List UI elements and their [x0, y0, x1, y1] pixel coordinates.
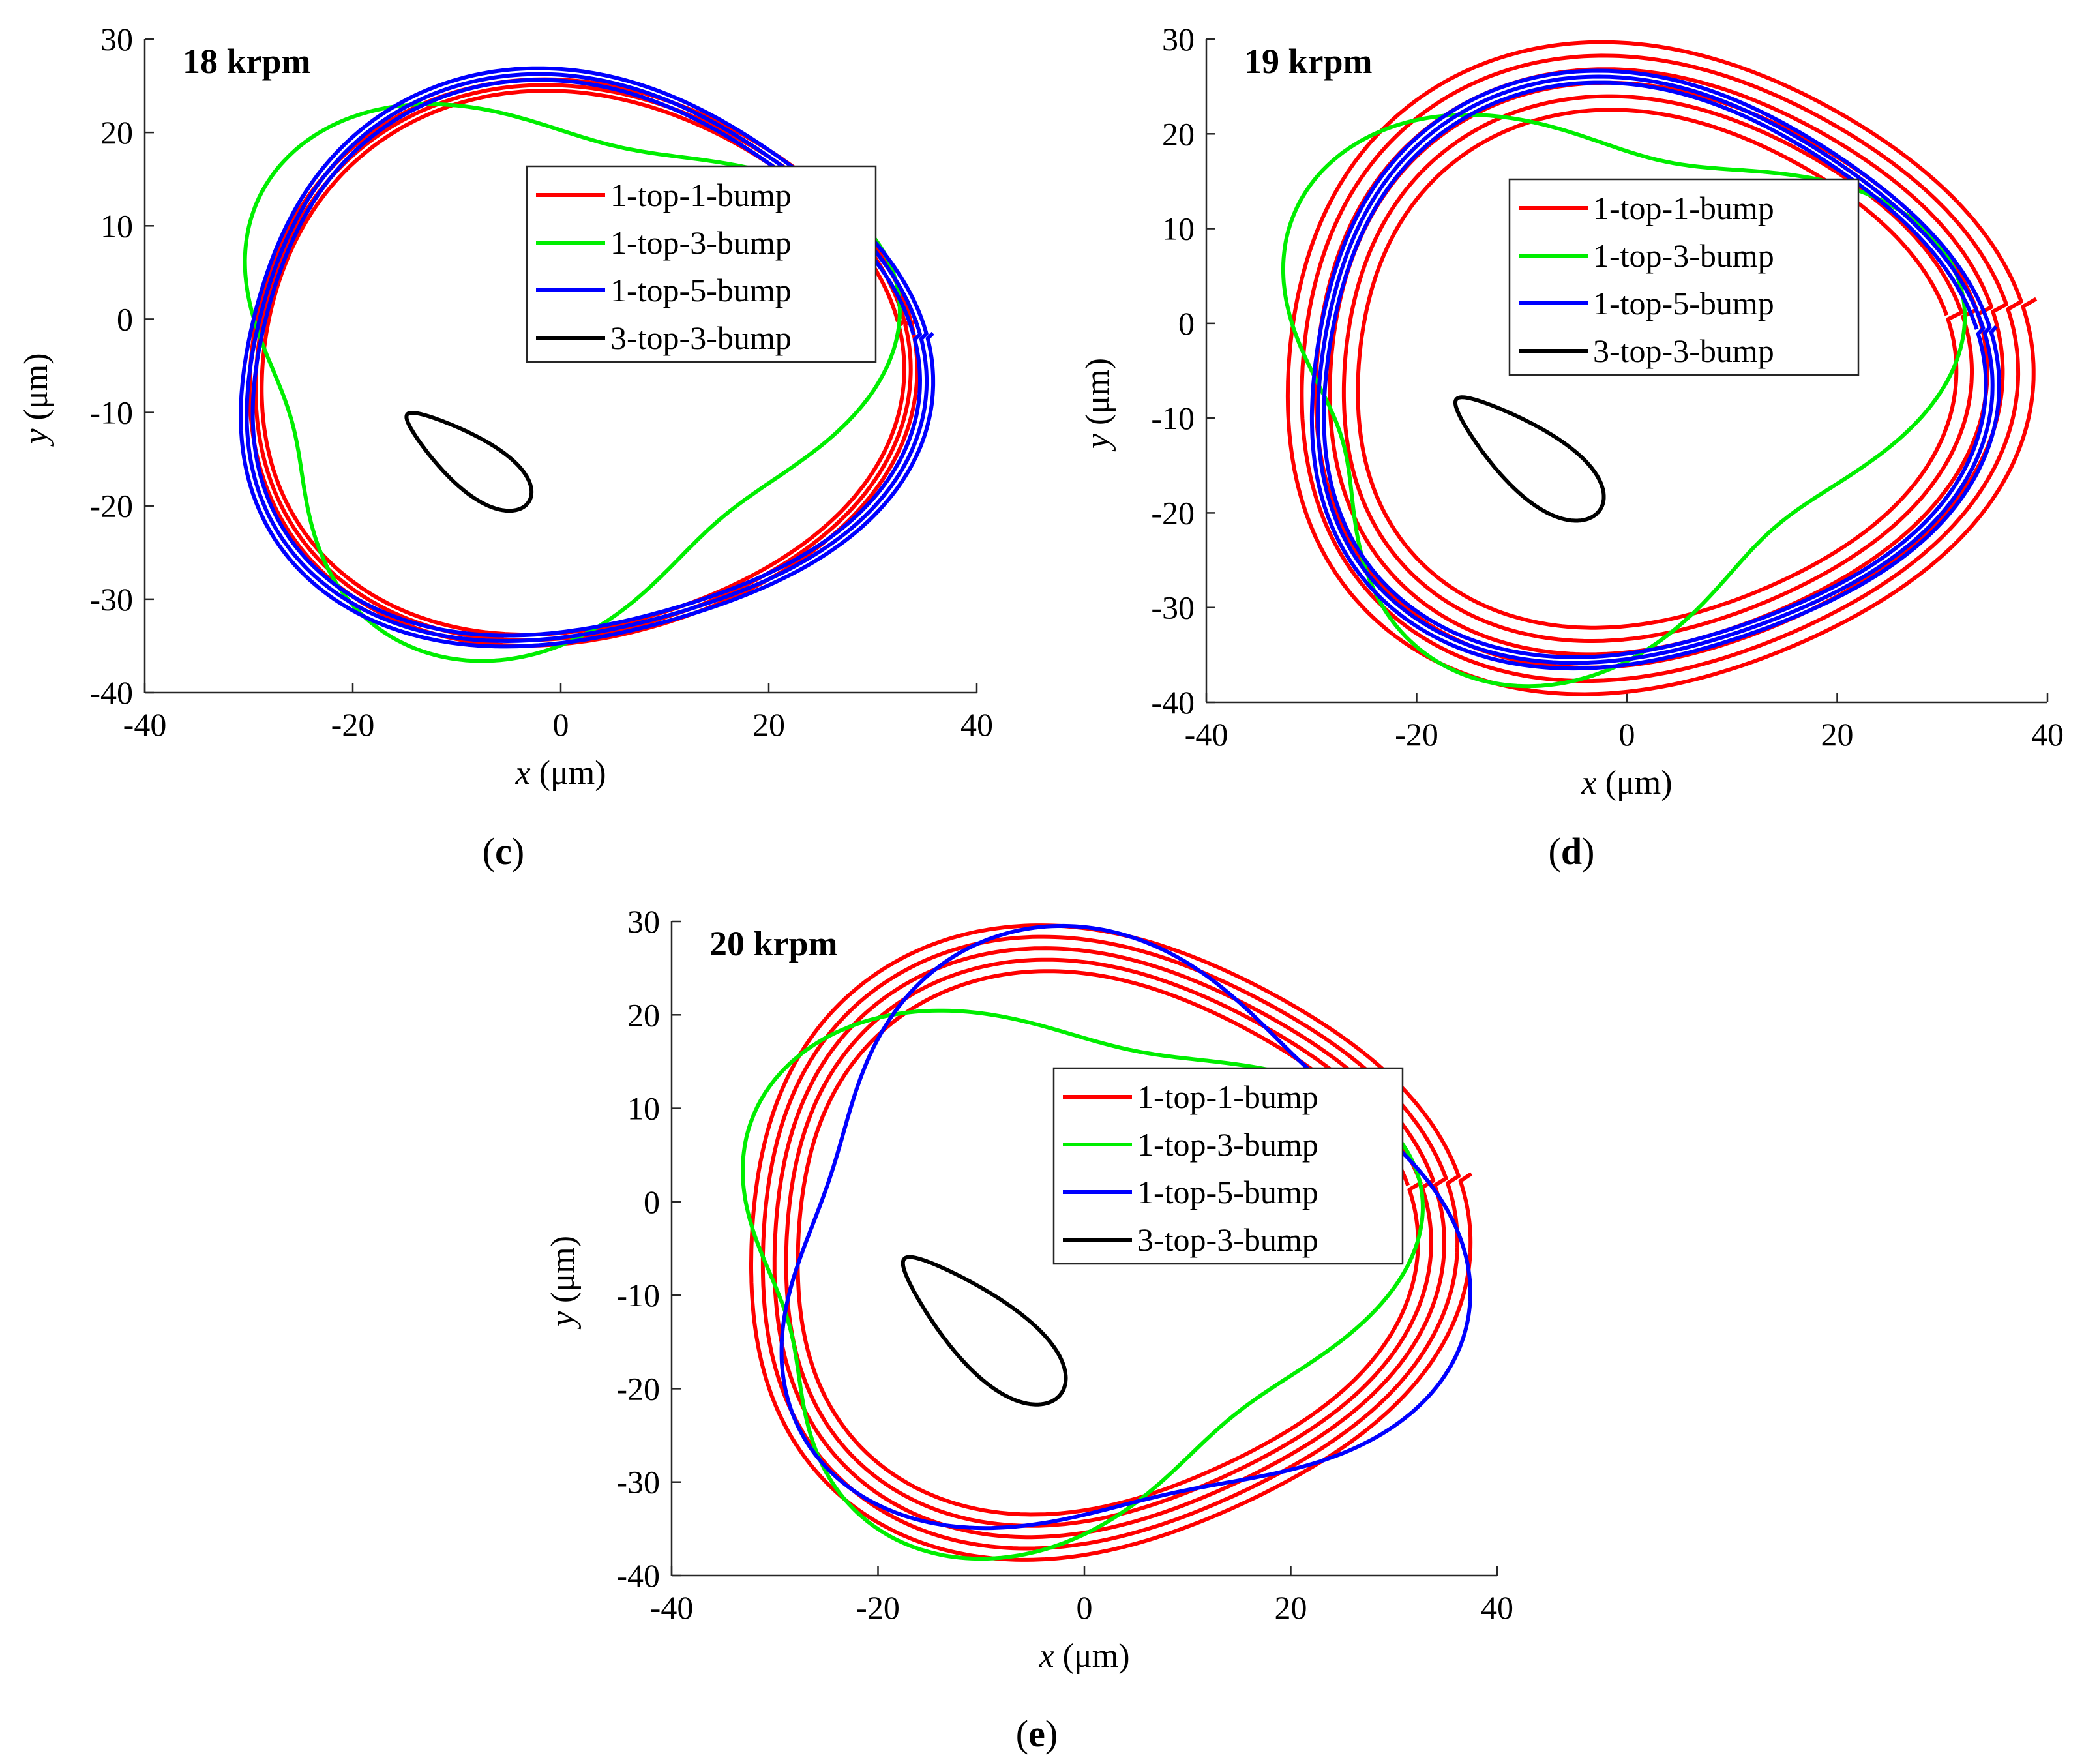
y-tick-label: -10 [616, 1277, 660, 1313]
y-tick-label: 30 [100, 21, 133, 57]
panel-caption: (e) [1016, 1712, 1058, 1755]
x-tick-label: 20 [1275, 1589, 1307, 1626]
y-axis-label: y (μm) [544, 1236, 582, 1330]
x-tick-label: 40 [1481, 1589, 1513, 1626]
series-1-top-1-bump [247, 77, 919, 648]
series-1-top-3-bump [741, 1008, 1425, 1561]
x-tick-label: -20 [1395, 716, 1438, 753]
x-tick-label: 0 [553, 706, 569, 743]
panel-caption: (c) [483, 830, 524, 873]
series-3-top-3-bump [901, 1255, 1068, 1407]
legend: 1-top-1-bump 1-top-3-bump 1-top-5-bump 3-to… [1052, 1067, 1404, 1265]
panel-title: 20 krpm [709, 924, 838, 963]
y-tick-label: 10 [1162, 211, 1195, 247]
series-1-top-1-bump [1285, 40, 2038, 696]
y-tick-label: -30 [1151, 590, 1195, 626]
y-tick-label: -30 [89, 581, 133, 618]
y-tick-label: 0 [117, 301, 133, 337]
legend-label: 1-top-3-bump [1137, 1126, 1318, 1163]
legend-label: 1-top-3-bump [610, 224, 792, 261]
y-tick-label: 10 [627, 1090, 660, 1127]
y-tick-label: -40 [1151, 684, 1195, 721]
legend-label: 3-top-3-bump [1137, 1221, 1318, 1258]
legend-label: 1-top-1-bump [1137, 1079, 1318, 1115]
x-axis-label: x (μm) [1038, 1637, 1129, 1675]
legend-label: 3-top-3-bump [610, 320, 792, 356]
series-1-top-5-bump [779, 923, 1472, 1531]
x-axis-label: x (μm) [514, 755, 606, 792]
legend: 1-top-1-bump 1-top-3-bump 1-top-5-bump 3-to… [1508, 178, 1860, 376]
plot-area [239, 66, 936, 663]
legend-label: 1-top-1-bump [1593, 190, 1774, 226]
legend-label: 3-top-3-bump [1593, 333, 1774, 369]
legend-label: 1-top-5-bump [1593, 285, 1774, 321]
x-tick-label: 0 [1619, 716, 1635, 753]
y-tick-label: 30 [1162, 21, 1195, 57]
legend-label: 1-top-5-bump [1137, 1174, 1318, 1210]
y-tick-label: 20 [627, 996, 660, 1033]
x-tick-label: 40 [960, 706, 993, 743]
x-tick-label: -40 [123, 706, 167, 743]
y-tick-label: 0 [644, 1184, 660, 1220]
plot-area [1281, 40, 2038, 696]
y-tick-label: -40 [616, 1557, 660, 1594]
x-tick-label: 0 [1077, 1589, 1093, 1626]
y-tick-label: 0 [1178, 305, 1195, 342]
y-tick-label: -10 [89, 395, 133, 431]
x-tick-label: 20 [752, 706, 785, 743]
legend-label: 1-top-1-bump [610, 177, 792, 213]
y-tick-label: 10 [100, 207, 133, 244]
series-1-top-5-bump [239, 66, 936, 649]
y-tick-label: -20 [89, 488, 133, 524]
panel-e: -40 -20 0 20 40 -40 -30 -20 -10 0 10 20 30 x (μm) y (μ… [544, 903, 1513, 1755]
y-tick-label: 20 [1162, 115, 1195, 152]
y-tick-label: -20 [1151, 494, 1195, 531]
y-axis-label: y (μm) [18, 353, 55, 447]
x-tick-label: -40 [1185, 716, 1228, 753]
panel-title: 18 krpm [183, 42, 311, 81]
panel-d: -40 -20 0 20 40 -40 -30 -20 -10 0 10 20 30 x (μm) y (μ… [1079, 21, 2064, 873]
x-tick-label: 40 [2031, 716, 2064, 753]
legend-label: 1-top-3-bump [1593, 237, 1774, 274]
x-tick-label: -40 [650, 1589, 694, 1626]
x-tick-label: 20 [1821, 716, 1854, 753]
y-tick-label: 30 [627, 903, 660, 940]
legend: 1-top-1-bump 1-top-3-bump 1-top-5-bump 3-to… [526, 165, 877, 363]
series-3-top-3-bump [404, 411, 534, 513]
series-1-top-3-bump [1281, 113, 1967, 689]
y-tick-label: -30 [616, 1464, 660, 1501]
panel-caption: (d) [1549, 830, 1595, 873]
series-1-top-3-bump [243, 102, 902, 663]
y-tick-label: -20 [616, 1370, 660, 1407]
y-tick-label: 20 [100, 114, 133, 151]
y-axis-label: y (μm) [1079, 358, 1116, 452]
legend-label: 1-top-5-bump [610, 272, 792, 308]
series-3-top-3-bump [1453, 395, 1606, 523]
x-axis-label: x (μm) [1581, 764, 1672, 801]
series-1-top-5-bump [1309, 68, 2001, 671]
plot-area [741, 923, 1473, 1562]
y-tick-label: -10 [1151, 400, 1195, 436]
x-tick-label: -20 [856, 1589, 900, 1626]
y-tick-label: -40 [89, 674, 133, 711]
panel-title: 19 krpm [1244, 42, 1373, 81]
series-1-top-1-bump [749, 923, 1473, 1562]
panel-c: -40 -20 0 20 40 -40 -30 -20 -10 0 10 20 30 x (μm) y (μ… [18, 21, 993, 873]
x-tick-label: -20 [331, 706, 375, 743]
